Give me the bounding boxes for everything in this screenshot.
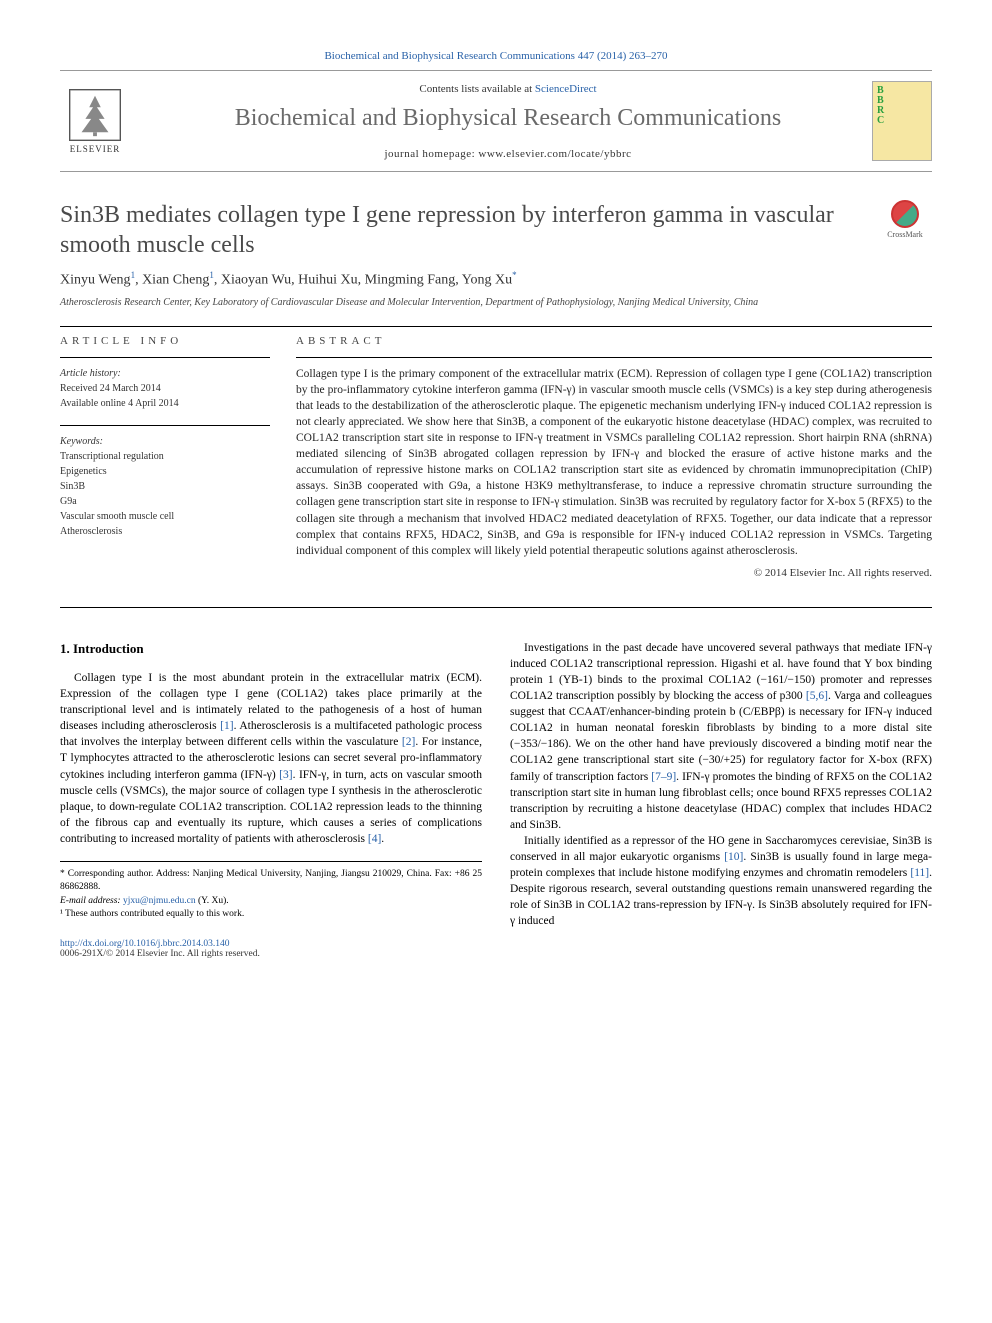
ref-1[interactable]: [1] [220,720,233,732]
body-column-left: 1. Introduction Collagen type I is the m… [60,640,482,930]
ref-5-6[interactable]: [5,6] [806,690,828,702]
article-info-heading: article info [60,335,270,347]
affiliation: Atherosclerosis Research Center, Key Lab… [60,297,932,308]
keyword-2: Sin3B [60,479,270,494]
intro-paragraph-2: Investigations in the past decade have u… [510,640,932,833]
bbrc-r: R [877,106,927,116]
contents-prefix: Contents lists available at [419,83,534,95]
p2b: . Varga and colleagues suggest that CCAA… [510,690,932,782]
elsevier-logo: ELSEVIER [60,81,130,161]
author-2: , Xian Cheng [135,273,209,288]
article-info-column: article info Article history: Received 2… [60,335,270,579]
sciencedirect-link[interactable]: ScienceDirect [535,83,597,95]
crossmark-badge[interactable]: CrossMark [878,200,932,239]
keyword-3: G9a [60,494,270,509]
info-divider-2 [60,425,270,426]
ref-11[interactable]: [11] [910,867,929,879]
history-label: Article history: [60,366,270,381]
abstract-heading: abstract [296,335,932,347]
corresponding-note: * Corresponding author. Address: Nanjing… [60,868,482,895]
ref-2[interactable]: [2] [402,736,415,748]
footnotes: * Corresponding author. Address: Nanjing… [60,861,482,921]
intro-paragraph-1: Collagen type I is the most abundant pro… [60,670,482,847]
abstract-copyright: © 2014 Elsevier Inc. All rights reserved… [296,567,932,579]
author-rest: , Xiaoyan Wu, Huihui Xu, Mingming Fang, … [214,273,512,288]
keywords-block: Keywords: Transcriptional regulation Epi… [60,434,270,539]
bbrc-c: C [877,116,927,126]
journal-name: Biochemical and Biophysical Research Com… [144,105,872,132]
footer-info: http://dx.doi.org/10.1016/j.bbrc.2014.03… [60,939,932,959]
intro-heading: 1. Introduction [60,640,482,658]
email-suffix: (Y. Xu). [196,896,229,906]
info-abstract-row: article info Article history: Received 2… [60,335,932,579]
email-label: E-mail address: [60,896,123,906]
intro-paragraph-3: Initially identified as a repressor of t… [510,833,932,930]
keyword-0: Transcriptional regulation [60,449,270,464]
elsevier-tree-icon [69,89,121,141]
divider-bottom [60,607,932,608]
body-columns: 1. Introduction Collagen type I is the m… [60,640,932,930]
ref-10[interactable]: [10] [724,851,743,863]
banner-center: Contents lists available at ScienceDirec… [144,83,872,160]
issn-copyright: 0006-291X/© 2014 Elsevier Inc. All right… [60,949,932,959]
journal-banner: ELSEVIER Contents lists available at Sci… [60,70,932,172]
abstract-column: abstract Collagen type I is the primary … [296,335,932,579]
ref-4[interactable]: [4] [368,833,381,845]
equal-contribution-note: ¹ These authors contributed equally to t… [60,908,482,921]
keywords-label: Keywords: [60,434,270,449]
online-date: Available online 4 April 2014 [60,396,270,411]
corresponding-asterisk[interactable]: * [512,270,517,280]
bbrc-b1: B [877,86,927,96]
bbrc-b2: B [877,96,927,106]
divider-top [60,326,932,327]
article-history: Article history: Received 24 March 2014 … [60,366,270,411]
keyword-5: Atherosclerosis [60,524,270,539]
journal-homepage[interactable]: journal homepage: www.elsevier.com/locat… [144,148,872,160]
abstract-text: Collagen type I is the primary component… [296,366,932,559]
contents-line: Contents lists available at ScienceDirec… [144,83,872,95]
citation-link[interactable]: Biochemical and Biophysical Research Com… [60,50,932,62]
bbrc-letters: B B R C [877,86,927,126]
received-date: Received 24 March 2014 [60,381,270,396]
p1e: . [381,833,384,845]
crossmark-label: CrossMark [887,230,923,239]
abstract-divider [296,357,932,358]
title-row: Sin3B mediates collagen type I gene repr… [60,200,932,260]
email-link[interactable]: yjxu@njmu.edu.cn [123,896,196,906]
ref-7-9[interactable]: [7–9] [651,771,676,783]
crossmark-icon [891,200,919,228]
author-1: Xinyu Weng [60,273,131,288]
keyword-1: Epigenetics [60,464,270,479]
elsevier-label: ELSEVIER [70,144,121,154]
journal-cover-thumbnail: B B R C [872,81,932,161]
ref-3[interactable]: [3] [279,769,292,781]
body-column-right: Investigations in the past decade have u… [510,640,932,930]
author-list: Xinyu Weng1, Xian Cheng1, Xiaoyan Wu, Hu… [60,270,932,289]
doi-link[interactable]: http://dx.doi.org/10.1016/j.bbrc.2014.03… [60,939,932,949]
info-divider-1 [60,357,270,358]
email-line: E-mail address: yjxu@njmu.edu.cn (Y. Xu)… [60,895,482,908]
article-title: Sin3B mediates collagen type I gene repr… [60,200,858,260]
keyword-4: Vascular smooth muscle cell [60,509,270,524]
